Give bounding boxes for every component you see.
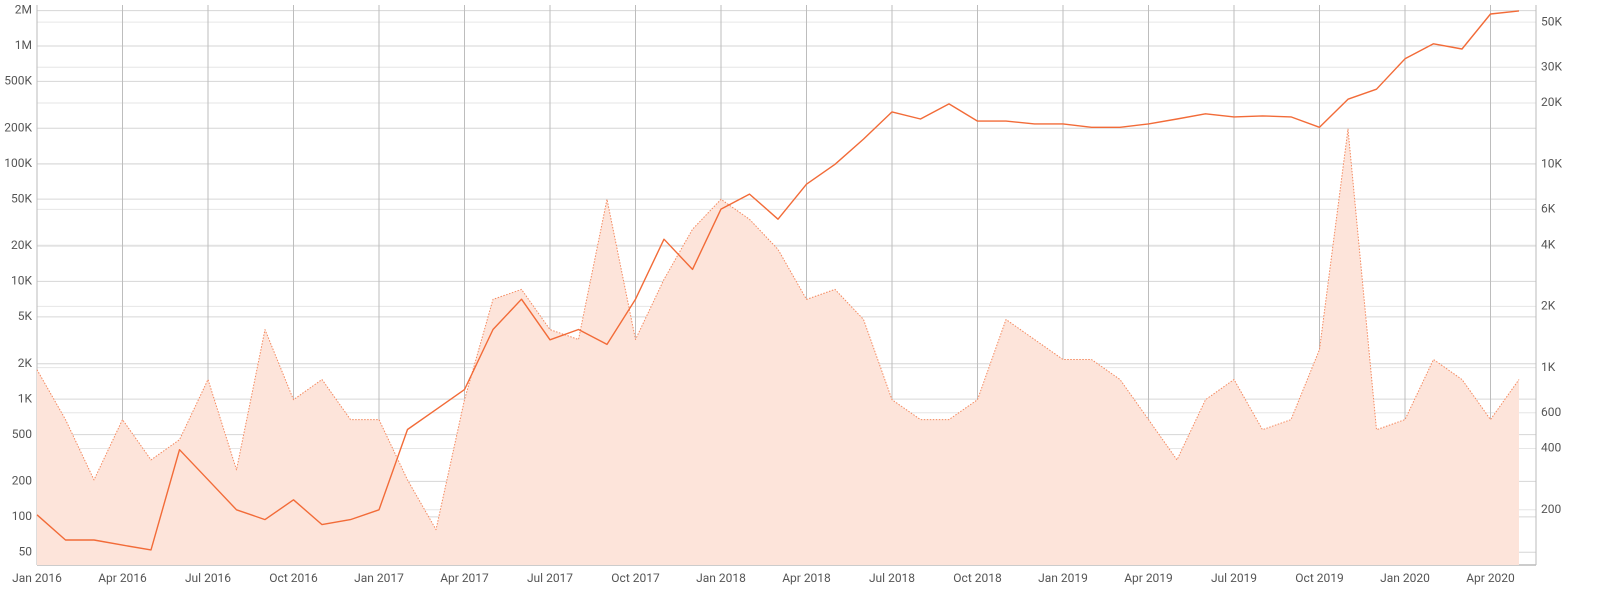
x-tick-label: Jan 2019	[1038, 571, 1088, 585]
x-tick-label: Oct 2016	[269, 571, 318, 585]
x-tick-label: Jul 2016	[185, 571, 231, 585]
y-tick-label: 2M	[15, 3, 32, 17]
y-tick-label: 20K	[11, 238, 32, 252]
x-tick-label: Jul 2019	[1211, 571, 1257, 585]
marks	[36, 10, 1520, 565]
series-line	[36, 10, 1520, 551]
y2-tick-label: 20K	[1541, 95, 1562, 109]
y-tick-label: 50K	[11, 191, 32, 205]
x-tick-label: Jan 2018	[696, 571, 746, 585]
y-tick-label: 100K	[4, 156, 32, 170]
y-tick-label: 1M	[15, 38, 32, 52]
y-tick-label: 2K	[18, 356, 33, 370]
x-tick-label: Apr 2016	[98, 571, 147, 585]
x-tick-label: Apr 2020	[1466, 571, 1515, 585]
x-tick-label: Jan 2020	[1380, 571, 1430, 585]
y-tick-label: 100	[12, 509, 32, 523]
x-tick-label: Jul 2017	[527, 571, 573, 585]
area	[37, 129, 1519, 565]
y-tick-label: 200K	[4, 120, 32, 134]
y2-tick-label: 50K	[1541, 14, 1562, 28]
x-tick-label: Apr 2017	[440, 571, 489, 585]
y2-tick-label: 30K	[1541, 59, 1562, 73]
y-tick-label: 200	[12, 474, 32, 488]
x-tick-label: Oct 2019	[1295, 571, 1343, 585]
y2-tick-label: 400	[1541, 441, 1561, 455]
y-tick-label: 500K	[4, 74, 32, 88]
y-tick-label: 1K	[18, 391, 33, 405]
y2-tick-label: 200	[1541, 502, 1561, 516]
labels: 50 100 200 500 1K 2K 5K 10K 20K 50K 100K 200K 500K 1M…	[4, 3, 1562, 585]
y2-tick-label: 1K	[1541, 360, 1556, 374]
y2-tick-label: 2K	[1541, 299, 1556, 313]
y2-tick-label: 10K	[1541, 156, 1562, 170]
x-tick-label: Oct 2018	[953, 571, 1002, 585]
y2-tick-label: 6K	[1541, 202, 1556, 216]
y2-tick-label: 4K	[1541, 237, 1556, 251]
x-tick-label: Oct 2017	[611, 571, 660, 585]
x-tick-label: Jul 2018	[869, 571, 915, 585]
y-tick-label: 5K	[18, 309, 33, 323]
y2-tick-label: 600	[1541, 405, 1561, 419]
x-tick-label: Apr 2018	[782, 571, 831, 585]
y-tick-label: 50	[19, 544, 33, 558]
x-tick-label: Jan 2017	[354, 571, 404, 585]
x-tick-label: Apr 2019	[1124, 571, 1173, 585]
y-tick-label: 10K	[11, 274, 32, 288]
y-tick-label: 500	[12, 427, 32, 441]
x-tick-label: Jan 2016	[12, 571, 62, 585]
